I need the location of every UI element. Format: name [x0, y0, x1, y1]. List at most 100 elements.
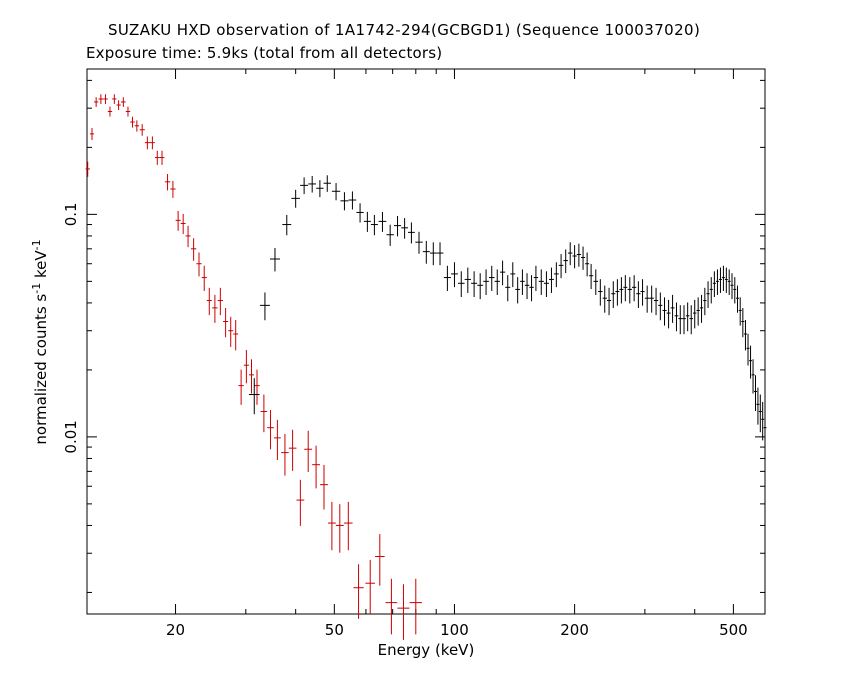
data-point — [674, 302, 679, 332]
data-point — [593, 269, 599, 295]
data-point — [196, 252, 202, 277]
data-point — [758, 394, 762, 433]
data-point — [144, 136, 150, 150]
data-point — [254, 369, 260, 405]
data-point — [457, 271, 465, 298]
data-point — [248, 378, 260, 415]
data-point — [738, 297, 742, 326]
data-point — [510, 262, 516, 288]
data-point — [619, 277, 624, 304]
data-point — [375, 534, 385, 586]
data-point — [563, 249, 568, 274]
data-point — [121, 97, 126, 107]
data-point — [464, 267, 471, 293]
chart-subtitle: Exposure time: 5.9ks (total from all det… — [86, 44, 443, 62]
data-point — [154, 150, 160, 165]
data-point — [712, 271, 716, 298]
data-point — [733, 277, 737, 304]
y-tick-label: 0.01 — [62, 420, 80, 453]
data-point — [520, 269, 525, 295]
x-axis-label: Energy (keV) — [378, 641, 475, 659]
data-point — [515, 277, 521, 304]
data-point — [623, 275, 628, 302]
data-point — [696, 297, 700, 326]
data-point — [415, 231, 423, 254]
data-point — [238, 369, 244, 405]
axis-ticks — [87, 69, 766, 614]
data-point — [543, 271, 549, 298]
data-point — [323, 175, 331, 192]
data-point — [331, 183, 341, 201]
data-point — [112, 94, 117, 104]
data-point — [134, 120, 140, 132]
data-point — [327, 501, 336, 551]
data-point — [159, 150, 165, 165]
data-point — [533, 265, 539, 291]
data-point — [505, 275, 511, 302]
data-point — [363, 211, 371, 232]
data-point — [98, 94, 104, 104]
data-point — [260, 394, 268, 433]
data-point — [223, 307, 229, 338]
data-point — [699, 294, 704, 323]
data-point — [335, 504, 344, 553]
data-point — [185, 225, 191, 248]
data-point — [233, 319, 239, 351]
data-point — [756, 387, 760, 425]
data-point — [103, 94, 108, 104]
data-point — [703, 287, 707, 316]
data-point — [636, 281, 641, 308]
data-point — [281, 434, 289, 476]
data-point — [715, 269, 719, 295]
data-point — [662, 297, 667, 326]
data-point — [296, 479, 305, 526]
y-axis-label-sup1: -1 — [30, 283, 43, 294]
data-point — [627, 277, 632, 304]
axis-tick-labels: 20 50 100 200 500 0.1 0.01 — [62, 202, 748, 639]
data-point — [718, 267, 722, 293]
data-point — [316, 180, 324, 198]
data-point — [228, 316, 234, 347]
data-point — [611, 281, 616, 308]
data-point — [409, 578, 422, 635]
data-point — [682, 305, 686, 335]
data-point — [736, 285, 740, 313]
data-point — [340, 192, 349, 211]
data-point — [139, 124, 145, 136]
data-point — [585, 252, 590, 277]
data-point — [273, 419, 281, 461]
y-tick-label: 0.1 — [62, 202, 80, 226]
data-point — [212, 294, 218, 323]
data-point — [116, 100, 121, 110]
data-point — [300, 177, 309, 195]
data-point — [312, 445, 321, 489]
data-point — [206, 287, 212, 316]
data-point — [149, 136, 155, 150]
data-point — [164, 173, 171, 191]
data-point — [615, 279, 620, 306]
data-point — [125, 106, 131, 117]
data-point — [248, 359, 255, 394]
data-point — [524, 273, 530, 300]
chart-title: SUZAKU HXD observation of 1A1742-294(GCB… — [108, 21, 701, 39]
data-point — [763, 410, 767, 450]
data-point — [653, 287, 659, 316]
data-point — [288, 429, 297, 471]
data-point — [553, 262, 559, 288]
data-point — [353, 564, 364, 619]
data-point — [243, 349, 249, 384]
data-point — [190, 238, 197, 261]
data-point — [304, 430, 313, 473]
data-point — [751, 359, 755, 394]
data-point — [269, 247, 281, 272]
data-point — [706, 281, 710, 308]
y-axis-label: normalized counts s-1 keV-1 — [30, 239, 50, 444]
data-point — [606, 287, 612, 316]
series-0 — [85, 94, 422, 640]
data-point — [107, 106, 113, 117]
data-point — [170, 180, 176, 198]
data-point — [320, 464, 328, 510]
data-point — [685, 302, 690, 332]
data-point — [378, 211, 387, 232]
data-point — [393, 215, 402, 237]
